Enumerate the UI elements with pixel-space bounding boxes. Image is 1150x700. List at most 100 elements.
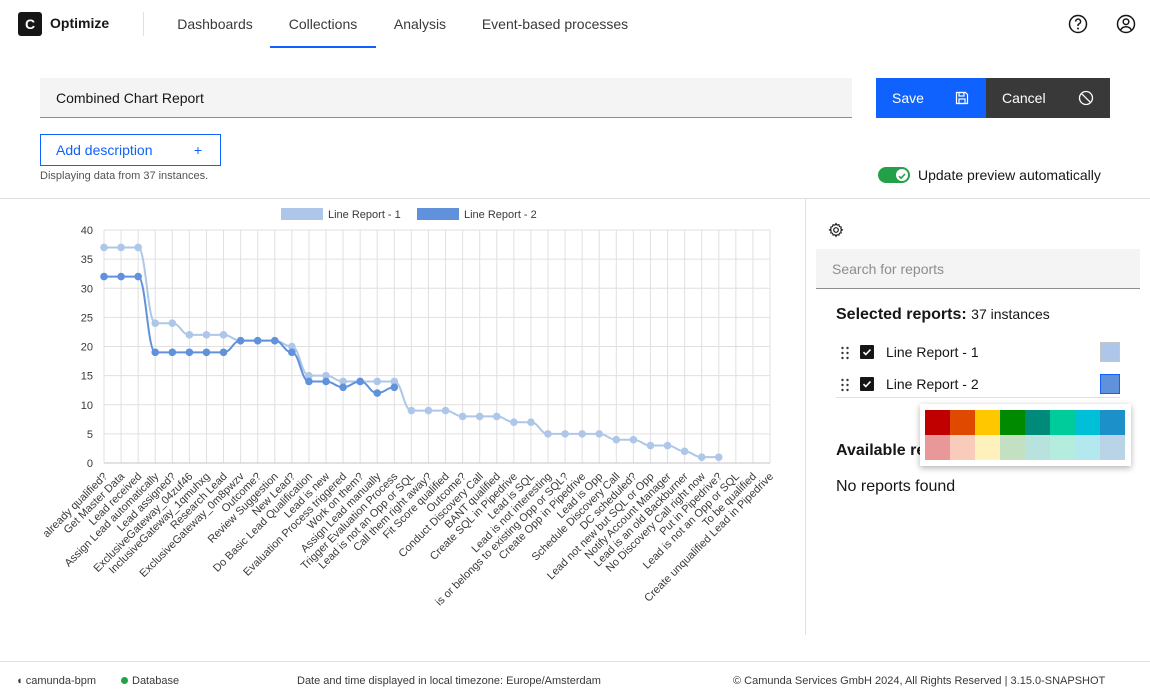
- instances-note: Displaying data from 37 instances.: [40, 170, 209, 182]
- checkmark-icon: [862, 380, 872, 388]
- save-button[interactable]: Save: [876, 78, 986, 118]
- drag-handle-icon[interactable]: [840, 378, 850, 392]
- color-option[interactable]: [1025, 435, 1050, 460]
- data-point: [117, 243, 125, 252]
- data-point: [288, 342, 296, 351]
- y-tick-label: 35: [81, 254, 93, 266]
- tab-analysis[interactable]: Analysis: [393, 16, 447, 32]
- save-icon: [955, 91, 969, 105]
- report-checkbox[interactable]: [860, 377, 874, 391]
- report-label: Line Report - 1: [886, 344, 979, 360]
- color-option[interactable]: [1000, 435, 1025, 460]
- gear-icon[interactable]: [828, 222, 844, 238]
- drag-handle-icon[interactable]: [840, 346, 850, 360]
- data-point: [322, 371, 330, 380]
- color-option[interactable]: [925, 410, 950, 435]
- report-name-input[interactable]: [40, 78, 852, 118]
- report-checkbox[interactable]: [860, 345, 874, 359]
- y-tick-label: 40: [81, 225, 93, 237]
- data-point: [168, 348, 177, 357]
- data-point: [168, 319, 177, 327]
- y-tick-label: 5: [87, 429, 93, 441]
- data-point: [714, 453, 723, 461]
- data-point: [100, 243, 108, 252]
- auto-update-label: Update preview automatically: [918, 167, 1101, 183]
- header-divider: [143, 12, 144, 36]
- camunda-logo[interactable]: C: [18, 12, 42, 36]
- legend-label: Line Report - 1: [328, 209, 401, 221]
- cancel-button-label: Cancel: [1002, 90, 1046, 106]
- color-option[interactable]: [1075, 410, 1100, 435]
- color-option[interactable]: [1100, 435, 1125, 460]
- data-point: [339, 377, 347, 386]
- selected-reports-count: 37 instances: [971, 306, 1050, 322]
- data-point: [441, 406, 450, 415]
- data-point: [424, 406, 433, 415]
- color-option[interactable]: [1100, 410, 1125, 435]
- data-point: [373, 377, 382, 386]
- add-description-label: Add description: [56, 142, 153, 158]
- app-name[interactable]: Optimize: [50, 15, 110, 31]
- check-icon: [898, 173, 906, 180]
- data-point: [407, 406, 416, 415]
- database-label: Database: [132, 675, 180, 687]
- user-icon[interactable]: [1115, 13, 1137, 35]
- color-option[interactable]: [925, 435, 950, 460]
- tab-collections[interactable]: Collections: [270, 0, 376, 48]
- data-point: [253, 336, 262, 345]
- copyright: © Camunda Services GmbH 2024, All Rights…: [733, 675, 1106, 687]
- legend-label: Line Report - 2: [464, 209, 537, 221]
- data-point: [236, 336, 245, 345]
- y-tick-label: 20: [81, 342, 93, 354]
- color-option[interactable]: [1050, 435, 1075, 460]
- search-reports-input[interactable]: [816, 249, 1140, 289]
- color-option[interactable]: [1000, 410, 1025, 435]
- data-point: [219, 348, 228, 357]
- color-option[interactable]: [1025, 410, 1050, 435]
- data-point: [305, 377, 313, 386]
- footer: ◖ camunda-bpm Database Date and time dis…: [0, 661, 1150, 700]
- data-point: [390, 377, 399, 386]
- data-point: [356, 377, 364, 386]
- tab-dashboards[interactable]: Dashboards: [177, 16, 253, 32]
- data-point: [134, 272, 142, 281]
- tab-event-based-processes[interactable]: Event-based processes: [481, 16, 629, 32]
- color-swatch[interactable]: [1100, 342, 1120, 362]
- no-reports-message: No reports found: [836, 478, 956, 495]
- data-point: [680, 447, 689, 456]
- y-tick-label: 10: [81, 400, 93, 412]
- engine-status-icon: ◖: [16, 675, 23, 687]
- selected-report-item: Line Report - 2: [836, 370, 1120, 398]
- legend-swatch: [417, 208, 459, 220]
- color-option[interactable]: [950, 435, 975, 460]
- color-option[interactable]: [975, 435, 1000, 460]
- palette-row: [925, 410, 1126, 435]
- data-point: [492, 412, 501, 421]
- status-dot: [121, 677, 128, 684]
- toggle-knob: [896, 169, 908, 181]
- color-option[interactable]: [950, 410, 975, 435]
- data-point: [100, 272, 108, 281]
- available-reports-title: Available re: [836, 442, 926, 459]
- data-point: [612, 435, 621, 444]
- data-point: [475, 412, 484, 421]
- selected-report-item: Line Report - 1: [836, 338, 1120, 366]
- add-description-button[interactable]: Add description +: [40, 134, 221, 166]
- auto-update-toggle[interactable]: [878, 167, 910, 183]
- data-point: [305, 371, 313, 380]
- data-point: [697, 453, 706, 461]
- color-option[interactable]: [975, 410, 1000, 435]
- color-option[interactable]: [1050, 410, 1075, 435]
- save-button-label: Save: [892, 90, 924, 106]
- data-point: [527, 418, 535, 427]
- help-icon[interactable]: [1067, 13, 1089, 35]
- cancel-button[interactable]: Cancel: [986, 78, 1110, 118]
- color-swatch[interactable]: [1100, 374, 1120, 394]
- data-point: [373, 389, 382, 397]
- database-status: Database: [121, 675, 179, 687]
- selected-reports-label: Selected reports:: [836, 306, 967, 323]
- data-point: [185, 331, 194, 339]
- data-point: [578, 430, 586, 438]
- color-option[interactable]: [1075, 435, 1100, 460]
- y-tick-label: 0: [87, 458, 93, 470]
